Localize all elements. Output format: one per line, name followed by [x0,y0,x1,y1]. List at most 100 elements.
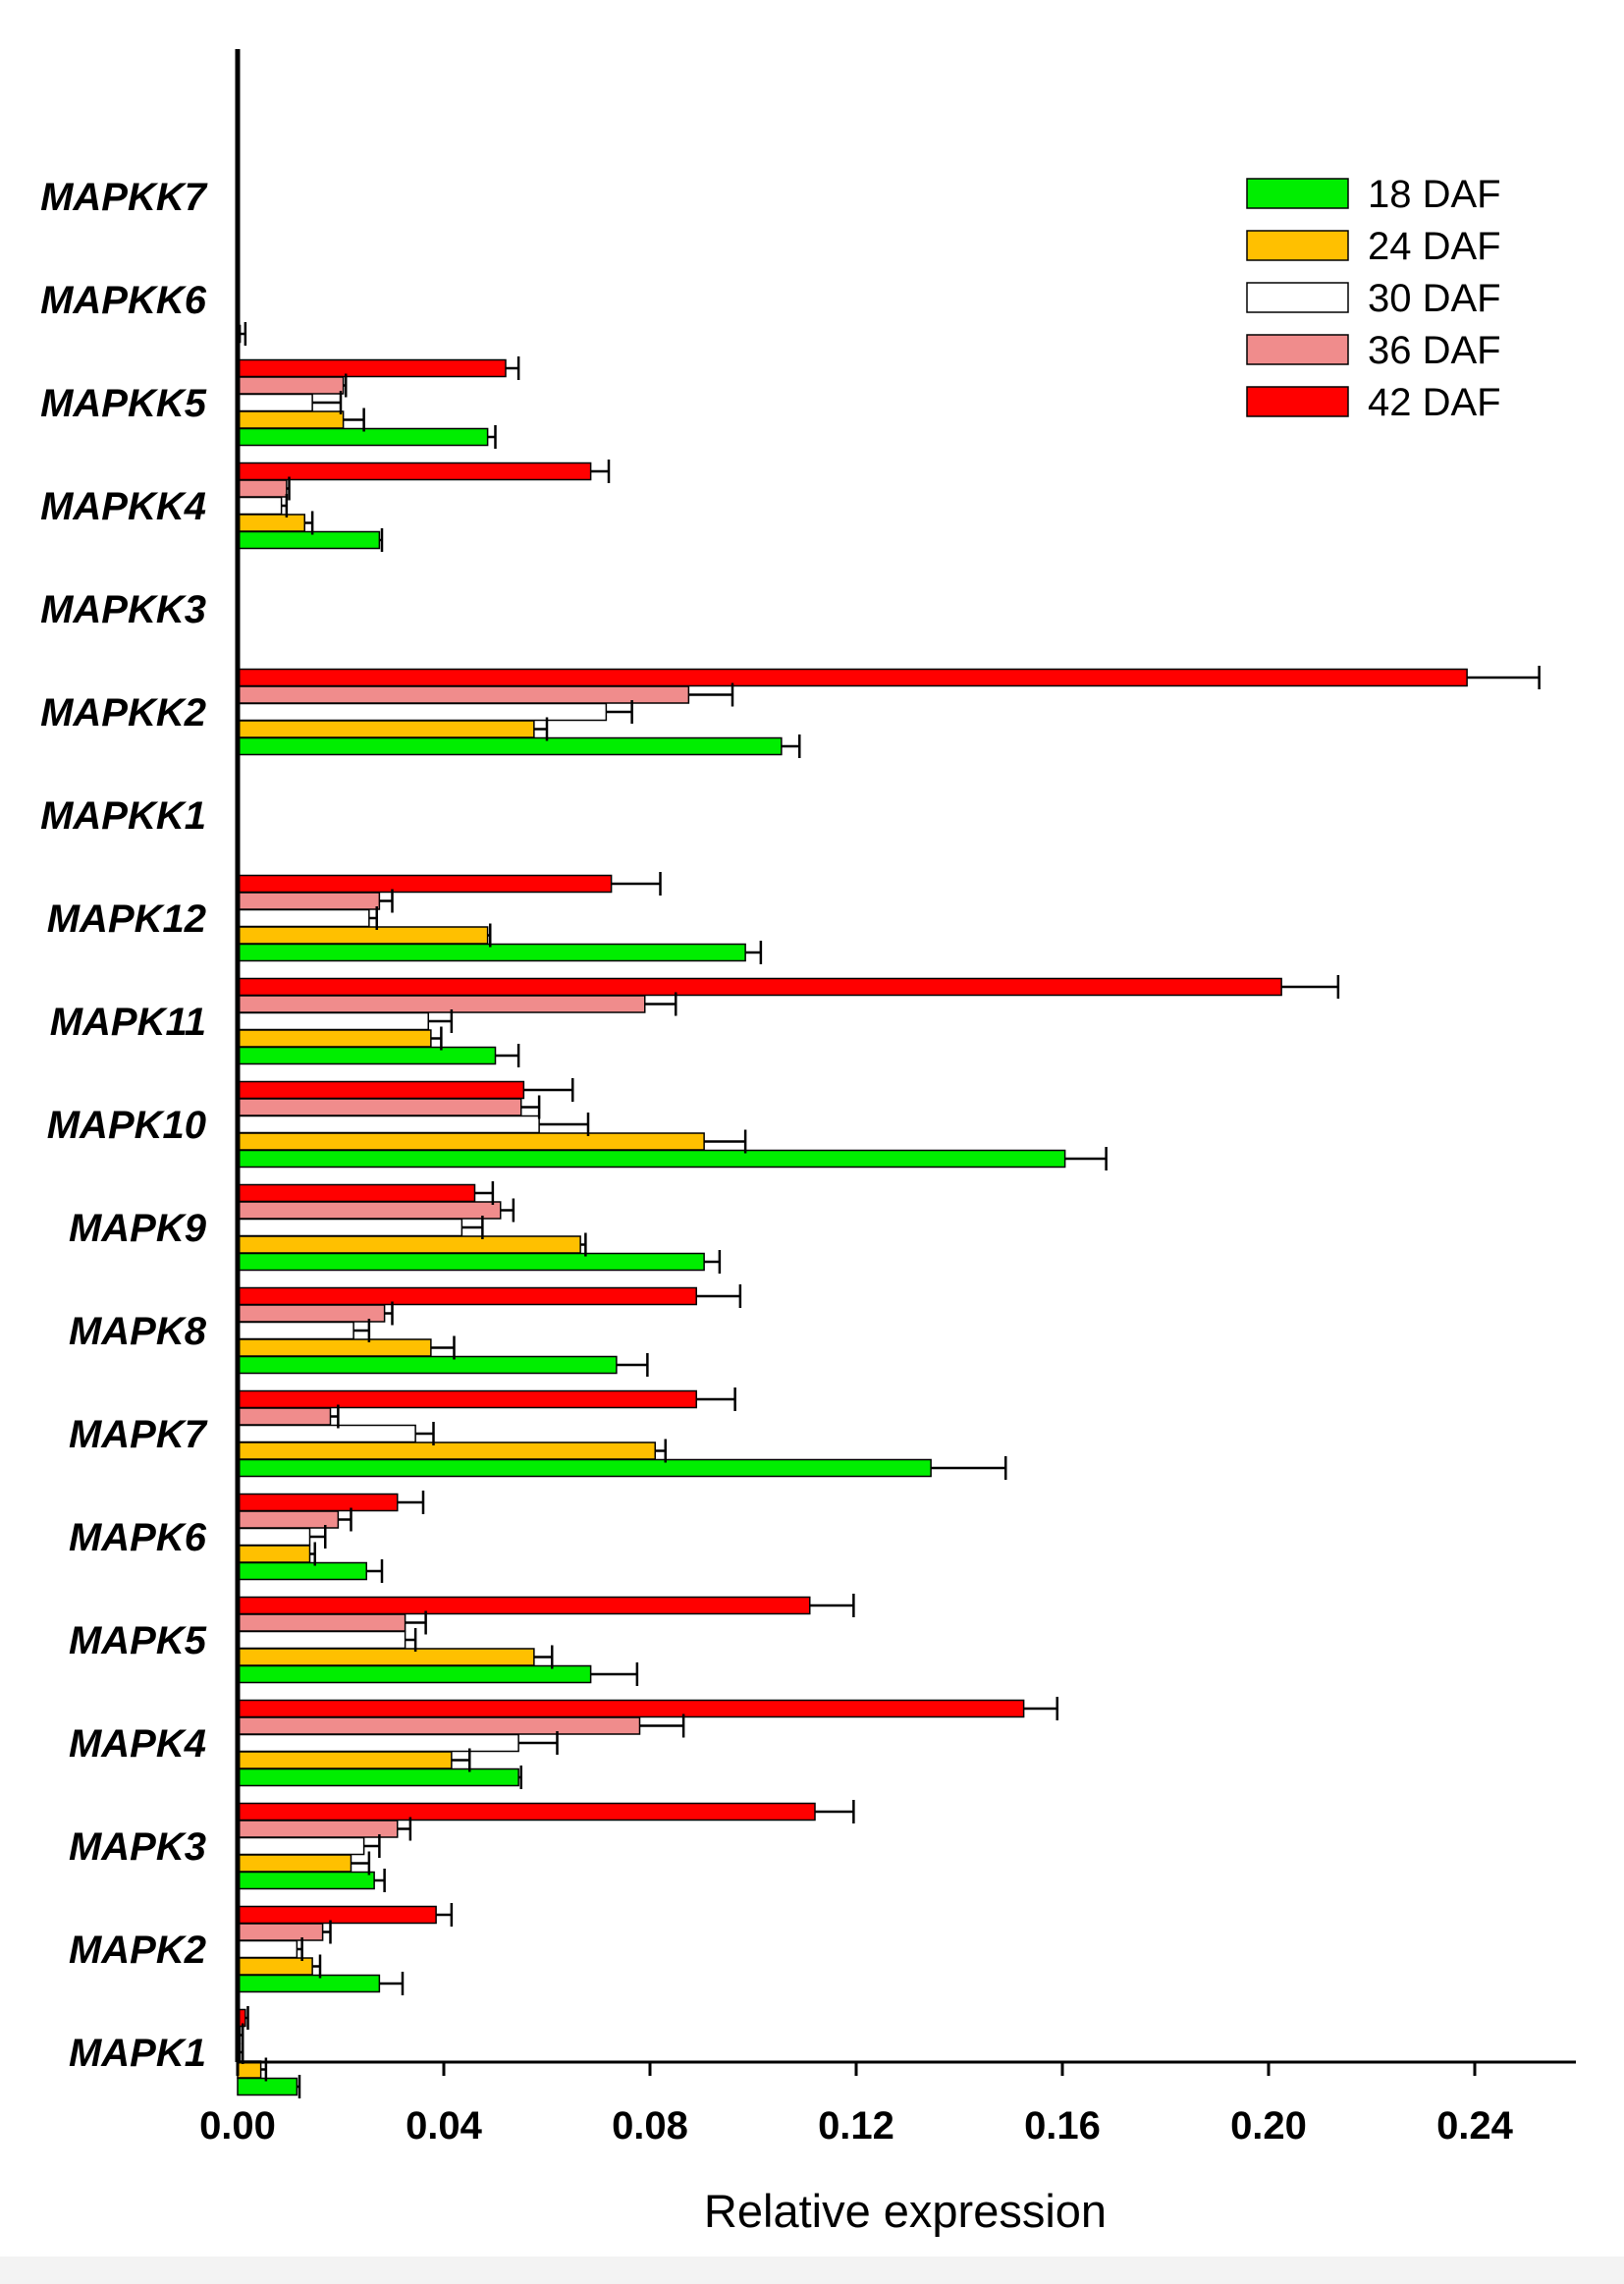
bars-layer [237,324,1468,2096]
bar-mapkk5-24-daf [237,410,345,429]
x-tick-label: 0.08 [612,2104,688,2148]
bar-mapk9-24-daf [237,1235,581,1254]
bar-mapk8-30-daf [237,1321,354,1340]
bar-mapk6-42-daf [237,1493,399,1512]
bar-mapk1-24-daf [237,2060,262,2079]
bar-mapk11-36-daf [237,995,646,1013]
bar-mapkk4-42-daf [237,462,592,481]
bar-mapk3-30-daf [237,1836,365,1856]
category-label: MAPKK5 [40,382,207,425]
bar-mapk12-24-daf [237,926,489,945]
bar-mapkk4-24-daf [237,514,305,532]
bar-mapk12-42-daf [237,874,613,894]
legend: 18 DAF 24 DAF 30 DAF 36 DAF 42 DAF [1246,173,1501,424]
bar-mapk6-36-daf [237,1510,340,1529]
bar-mapk3-36-daf [237,1820,399,1838]
bar-mapk5-30-daf [237,1630,406,1650]
category-label: MAPK8 [69,1310,207,1353]
category-label: MAPKK2 [40,691,206,734]
category-label: MAPK9 [69,1207,207,1250]
bar-mapkk5-30-daf [237,393,313,412]
bar-mapk4-36-daf [237,1716,641,1735]
bar-mapk2-42-daf [237,1905,437,1925]
category-label: MAPK11 [50,1001,206,1044]
category-label: MAPK10 [47,1104,206,1147]
bar-mapk5-36-daf [237,1613,406,1632]
bar-mapk8-36-daf [237,1304,386,1323]
bar-mapk10-42-daf [237,1080,525,1100]
bar-mapk4-24-daf [237,1751,453,1769]
bar-mapkk4-18-daf [237,530,381,550]
bar-mapk10-24-daf [237,1132,705,1151]
bar-mapk7-36-daf [237,1407,332,1426]
bar-mapk11-42-daf [237,977,1282,997]
bar-mapk12-18-daf [237,943,746,962]
bar-mapk3-24-daf [237,1854,352,1873]
bar-mapk4-42-daf [237,1699,1025,1718]
bar-mapk7-42-daf [237,1389,697,1409]
bar-mapk7-24-daf [237,1441,656,1460]
bar-mapk10-18-daf [237,1149,1066,1169]
x-tick-label: 0.04 [406,2104,483,2148]
bar-mapkk2-30-daf [237,702,608,722]
bar-mapk9-36-daf [237,1201,502,1220]
bar-mapk8-42-daf [237,1286,697,1306]
bar-mapk10-30-daf [237,1115,540,1134]
legend-swatch-30-daf [1246,282,1349,313]
error-bars-layer [240,322,1541,2098]
bar-mapk1-18-daf [237,2077,298,2096]
bar-mapkk2-42-daf [237,668,1468,687]
bottom-band [0,2257,1624,2284]
x-axis-title: Relative expression [704,2185,1107,2237]
x-ticks: 0.00 0.04 0.08 0.12 0.16 0.20 0.24 [199,2062,1514,2148]
bar-mapk3-18-daf [237,1871,375,1890]
bar-mapk10-36-daf [237,1098,522,1116]
category-label: MAPK2 [69,1929,206,1972]
category-label: MAPK3 [69,1825,206,1869]
bar-mapk11-18-daf [237,1046,497,1065]
bar-mapkk5-42-daf [237,358,507,378]
legend-swatch-42-daf [1246,386,1349,417]
bar-mapk9-30-daf [237,1218,463,1237]
legend-label-24-daf: 24 DAF [1368,225,1501,268]
bar-mapkk2-24-daf [237,720,535,738]
category-label: MAPKK1 [40,794,206,838]
bar-mapk9-42-daf [237,1183,476,1203]
x-tick-label: 0.24 [1436,2104,1514,2148]
category-label: MAPK7 [69,1413,208,1456]
bar-mapk4-18-daf [237,1767,519,1787]
legend-swatch-18-daf [1246,178,1349,209]
category-label: MAPKK7 [40,176,208,219]
legend-swatch-24-daf [1246,230,1349,261]
x-tick-label: 0.20 [1230,2104,1307,2148]
category-label: MAPKK3 [40,588,206,631]
bar-mapkk4-36-daf [237,479,288,498]
bar-mapk2-36-daf [237,1923,324,1941]
category-labels: MAPK1 MAPK2 MAPK3 MAPK4 MAPK5 MAPK6 MAPK7 MAPK8… [40,176,208,2075]
category-label: MAPK6 [69,1516,207,1559]
category-label: MAPK12 [47,897,206,941]
bar-mapk3-42-daf [237,1802,816,1822]
category-label: MAPK1 [69,2032,206,2075]
bar-mapk12-36-daf [237,892,381,910]
x-tick-label: 0.12 [818,2104,894,2148]
bar-mapkk4-30-daf [237,496,283,516]
legend-label-36-daf: 36 DAF [1368,329,1501,372]
bar-mapk8-24-daf [237,1338,432,1357]
category-label: MAPK5 [69,1619,207,1662]
bar-mapk2-18-daf [237,1974,381,1993]
bar-mapkk2-18-daf [237,736,783,756]
bar-mapk6-24-daf [237,1545,311,1563]
bar-mapkk2-36-daf [237,685,690,704]
bar-mapkk5-18-daf [237,427,489,447]
bar-mapk5-18-daf [237,1664,592,1684]
bar-mapk6-18-daf [237,1561,367,1581]
bar-mapk9-18-daf [237,1252,705,1272]
category-label: MAPKK4 [40,485,206,528]
bar-mapk2-30-daf [237,1939,298,1959]
bar-mapk5-42-daf [237,1596,811,1615]
bar-mapk6-30-daf [237,1527,311,1547]
bar-mapk7-18-daf [237,1458,932,1478]
legend-label-30-daf: 30 DAF [1368,277,1501,320]
x-tick-label: 0.16 [1024,2104,1101,2148]
